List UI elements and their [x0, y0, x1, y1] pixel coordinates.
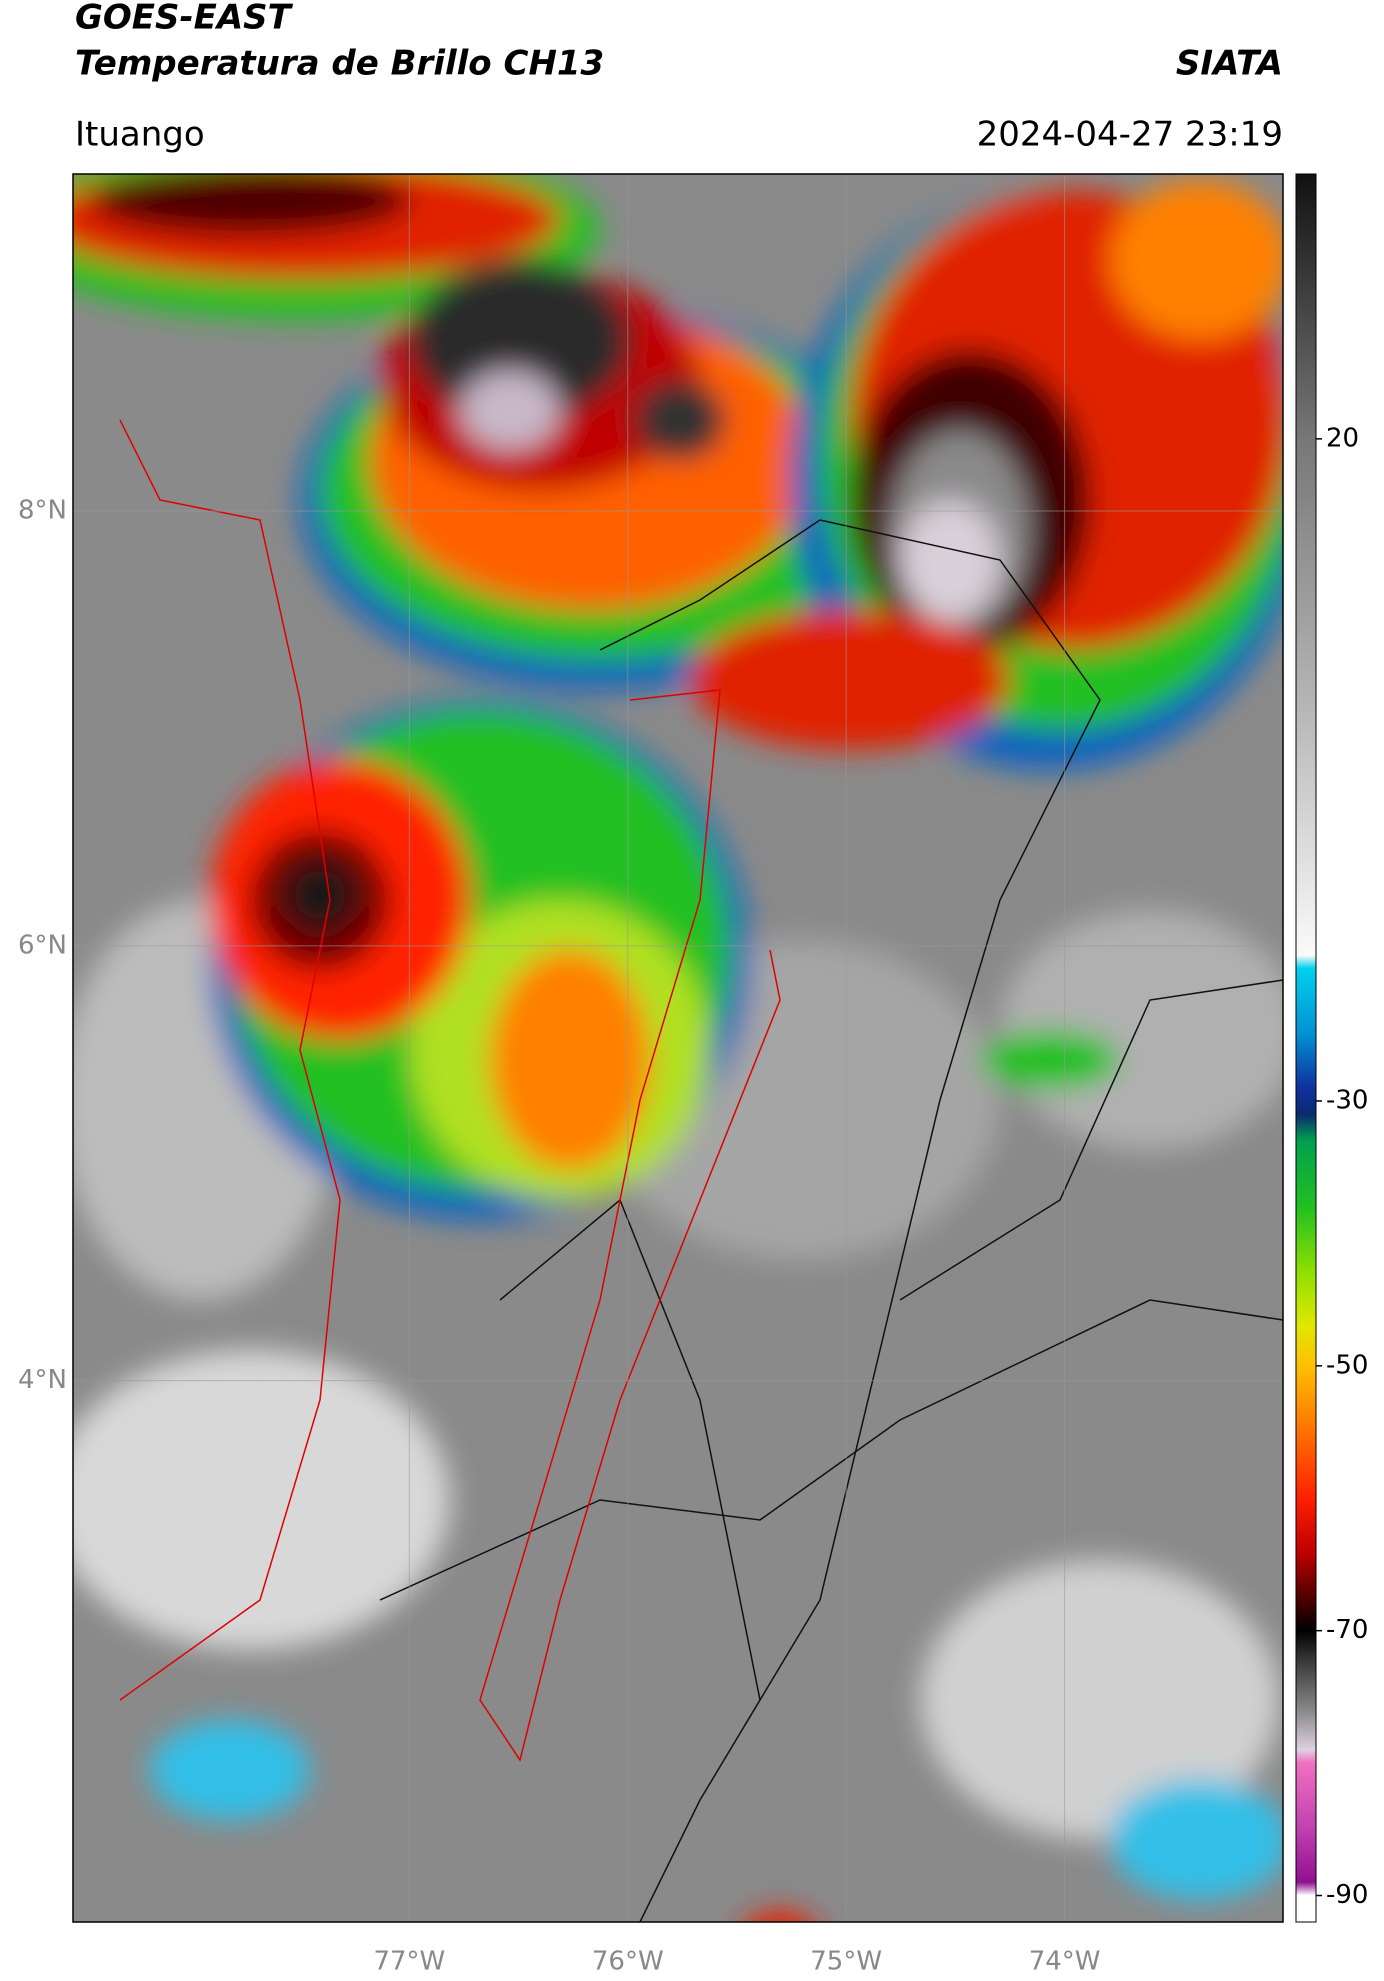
lat-tick-label: 4°N	[18, 1365, 67, 1395]
subtitle: Temperatura de Brillo CH13	[75, 44, 604, 84]
lon-tick-label: 76°W	[592, 1947, 664, 1977]
satellite-image	[73, 174, 1283, 1922]
location: Ituango	[75, 115, 205, 155]
lat-tick-label: 6°N	[18, 930, 67, 960]
title: GOES-EAST	[75, 0, 294, 38]
colorbar-tick-label: -90	[1326, 1880, 1368, 1910]
lon-tick-label: 77°W	[373, 1947, 445, 1977]
lon-tick-label: 75°W	[810, 1947, 882, 1977]
lat-tick-label: 8°N	[18, 495, 67, 525]
colorbar-tick-label: -70	[1326, 1615, 1368, 1645]
map-frame	[72, 173, 1284, 1923]
datetime: 2024-04-27 23:19	[977, 115, 1283, 155]
colorbar-tick-label: 20	[1326, 423, 1359, 453]
colorbar-tick-label: -30	[1326, 1085, 1368, 1115]
lon-tick-label: 74°W	[1029, 1947, 1101, 1977]
source: SIATA	[1176, 44, 1283, 84]
colorbar	[1295, 173, 1317, 1923]
graticule	[73, 174, 1283, 1922]
colorbar-tick-label: -50	[1326, 1350, 1368, 1380]
